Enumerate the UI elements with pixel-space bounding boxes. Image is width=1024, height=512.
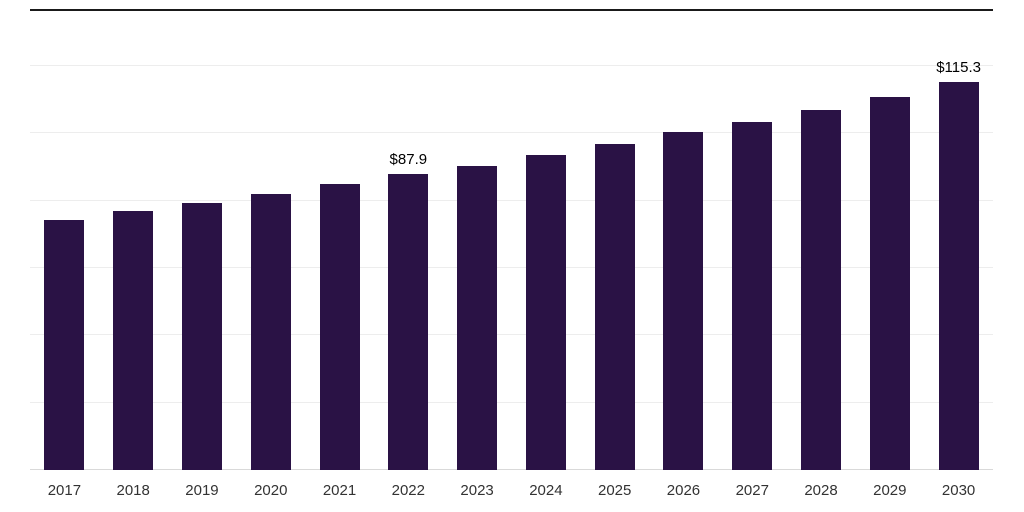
data-label-2022: $87.9 [389,151,428,169]
x-tick-label-2018: 2018 [116,482,150,499]
x-tick-label-2029: 2029 [873,482,907,499]
x-tick-label-2017: 2017 [47,482,82,499]
bar-2023 [457,166,498,470]
x-tick-label-2019: 2019 [185,482,219,499]
data-label-2030: $115.3 [936,58,981,76]
gridline [30,132,993,134]
plot-area: $87.9 $115.3 [30,10,993,470]
bar-2021 [319,183,360,470]
bar-2019 [181,203,222,470]
bar-2027 [732,121,773,470]
x-tick-label-2030: 2030 [941,482,976,499]
bar-2017 [44,219,85,470]
x-tick-label-2028: 2028 [804,482,838,499]
x-tick-label-2022: 2022 [391,482,425,499]
bar-2030 [938,81,979,470]
x-tick-label-2020: 2020 [254,482,288,499]
bar-2020 [250,193,291,470]
x-axis-baseline [30,469,993,470]
bar-2029 [869,96,910,470]
gridline [30,401,993,403]
gridline [30,65,993,66]
gridline [30,267,993,268]
gridline [30,334,993,336]
x-tick-label-2021: 2021 [322,482,357,499]
x-tick-label-2027: 2027 [735,482,769,499]
bar-2026 [663,132,704,470]
bar-2024 [525,154,566,470]
x-tick-label-2023: 2023 [460,482,494,499]
x-tick-label-2026: 2026 [666,482,701,499]
x-tick-label-2025: 2025 [597,482,632,499]
bar-2022 [388,174,429,470]
gridline [30,199,993,201]
bar-2028 [801,110,842,470]
bar-2025 [594,144,635,470]
x-tick-label-2024: 2024 [529,482,563,499]
top-divider [30,9,993,11]
bar-2018 [113,211,154,470]
